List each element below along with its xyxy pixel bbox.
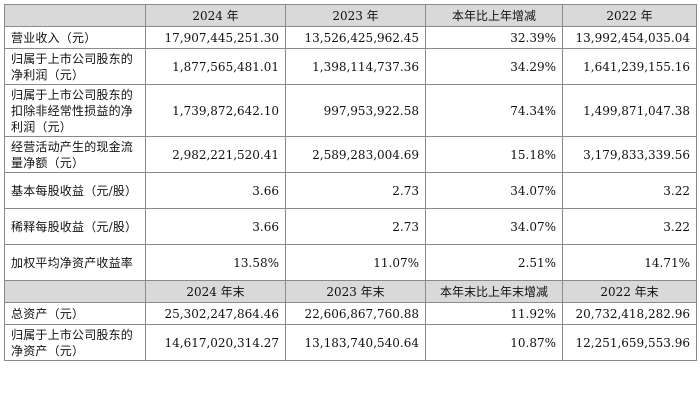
row-label: 加权平均净资产收益率 — [4, 244, 146, 281]
table-row-net-profit-deducted: 归属于上市公司股东的扣除非经常性损益的净利润（元） 1,739,872,642.… — [4, 84, 697, 137]
header-cell-2022: 2022 年 — [562, 4, 697, 27]
cell-change: 32.39% — [425, 26, 563, 49]
table-row-net-profit: 归属于上市公司股东的净利润（元） 1,877,565,481.01 1,398,… — [4, 48, 697, 85]
cell-2022: 1,641,239,155.16 — [562, 48, 697, 85]
cell-change: 74.34% — [425, 84, 563, 137]
row-label: 总资产（元） — [4, 302, 146, 325]
cell-change: 2.51% — [425, 244, 563, 281]
cell-2023: 2.73 — [285, 172, 426, 209]
header-cell-2024-end: 2024 年末 — [145, 280, 286, 303]
cell-2022: 3,179,833,339.56 — [562, 136, 697, 173]
cell-2022: 14.71% — [562, 244, 697, 281]
header-row-year-end: 2024 年末 2023 年末 本年末比上年末增减 2022 年末 — [4, 280, 697, 303]
cell-2024: 25,302,247,864.46 — [145, 302, 286, 325]
cell-change: 34.07% — [425, 172, 563, 209]
row-label: 稀释每股收益（元/股） — [4, 208, 146, 245]
cell-2023: 13,183,740,540.64 — [285, 324, 426, 361]
cell-change: 10.87% — [425, 324, 563, 361]
cell-2022: 3.22 — [562, 172, 697, 209]
row-label: 经营活动产生的现金流量净额（元） — [4, 136, 146, 173]
table-row-basic-eps: 基本每股收益（元/股） 3.66 2.73 34.07% 3.22 — [4, 172, 697, 209]
header-cell-2024: 2024 年 — [145, 4, 286, 27]
cell-2022: 13,992,454,035.04 — [562, 26, 697, 49]
table-row-operating-cash-flow: 经营活动产生的现金流量净额（元） 2,982,221,520.41 2,589,… — [4, 136, 697, 173]
cell-2023: 1,398,114,737.36 — [285, 48, 426, 85]
header-cell-change: 本年比上年增减 — [425, 4, 563, 27]
cell-change: 34.07% — [425, 208, 563, 245]
cell-change: 34.29% — [425, 48, 563, 85]
header-cell-blank — [4, 4, 146, 27]
cell-2023: 2.73 — [285, 208, 426, 245]
cell-2024: 17,907,445,251.30 — [145, 26, 286, 49]
header-row-annual: 2024 年 2023 年 本年比上年增减 2022 年 — [4, 4, 697, 27]
header-cell-blank — [4, 280, 146, 303]
cell-2024: 3.66 — [145, 172, 286, 209]
header-cell-2023: 2023 年 — [285, 4, 426, 27]
cell-2022: 20,732,418,282.96 — [562, 302, 697, 325]
header-cell-change-end: 本年末比上年末增减 — [425, 280, 563, 303]
cell-2024: 3.66 — [145, 208, 286, 245]
table-row-total-assets: 总资产（元） 25,302,247,864.46 22,606,867,760.… — [4, 302, 697, 325]
row-label: 归属于上市公司股东的净资产（元） — [4, 324, 146, 361]
cell-2024: 13.58% — [145, 244, 286, 281]
cell-2024: 2,982,221,520.41 — [145, 136, 286, 173]
table-row-roe: 加权平均净资产收益率 13.58% 11.07% 2.51% 14.71% — [4, 244, 697, 281]
cell-2024: 1,877,565,481.01 — [145, 48, 286, 85]
table-row-revenue: 营业收入（元） 17,907,445,251.30 13,526,425,962… — [4, 26, 697, 49]
row-label: 基本每股收益（元/股） — [4, 172, 146, 209]
cell-2023: 997,953,922.58 — [285, 84, 426, 137]
cell-2024: 1,739,872,642.10 — [145, 84, 286, 137]
row-label: 归属于上市公司股东的扣除非经常性损益的净利润（元） — [4, 84, 146, 137]
row-label: 营业收入（元） — [4, 26, 146, 49]
cell-2022: 12,251,659,553.96 — [562, 324, 697, 361]
cell-change: 11.92% — [425, 302, 563, 325]
cell-2022: 3.22 — [562, 208, 697, 245]
cell-2022: 1,499,871,047.38 — [562, 84, 697, 137]
header-cell-2023-end: 2023 年末 — [285, 280, 426, 303]
row-label: 归属于上市公司股东的净利润（元） — [4, 48, 146, 85]
table-row-diluted-eps: 稀释每股收益（元/股） 3.66 2.73 34.07% 3.22 — [4, 208, 697, 245]
cell-2023: 2,589,283,004.69 — [285, 136, 426, 173]
financial-table: 2024 年 2023 年 本年比上年增减 2022 年 营业收入（元） 17,… — [4, 4, 697, 361]
table-row-net-assets: 归属于上市公司股东的净资产（元） 14,617,020,314.27 13,18… — [4, 324, 697, 361]
cell-2023: 11.07% — [285, 244, 426, 281]
cell-change: 15.18% — [425, 136, 563, 173]
header-cell-2022-end: 2022 年末 — [562, 280, 697, 303]
cell-2023: 13,526,425,962.45 — [285, 26, 426, 49]
cell-2024: 14,617,020,314.27 — [145, 324, 286, 361]
cell-2023: 22,606,867,760.88 — [285, 302, 426, 325]
